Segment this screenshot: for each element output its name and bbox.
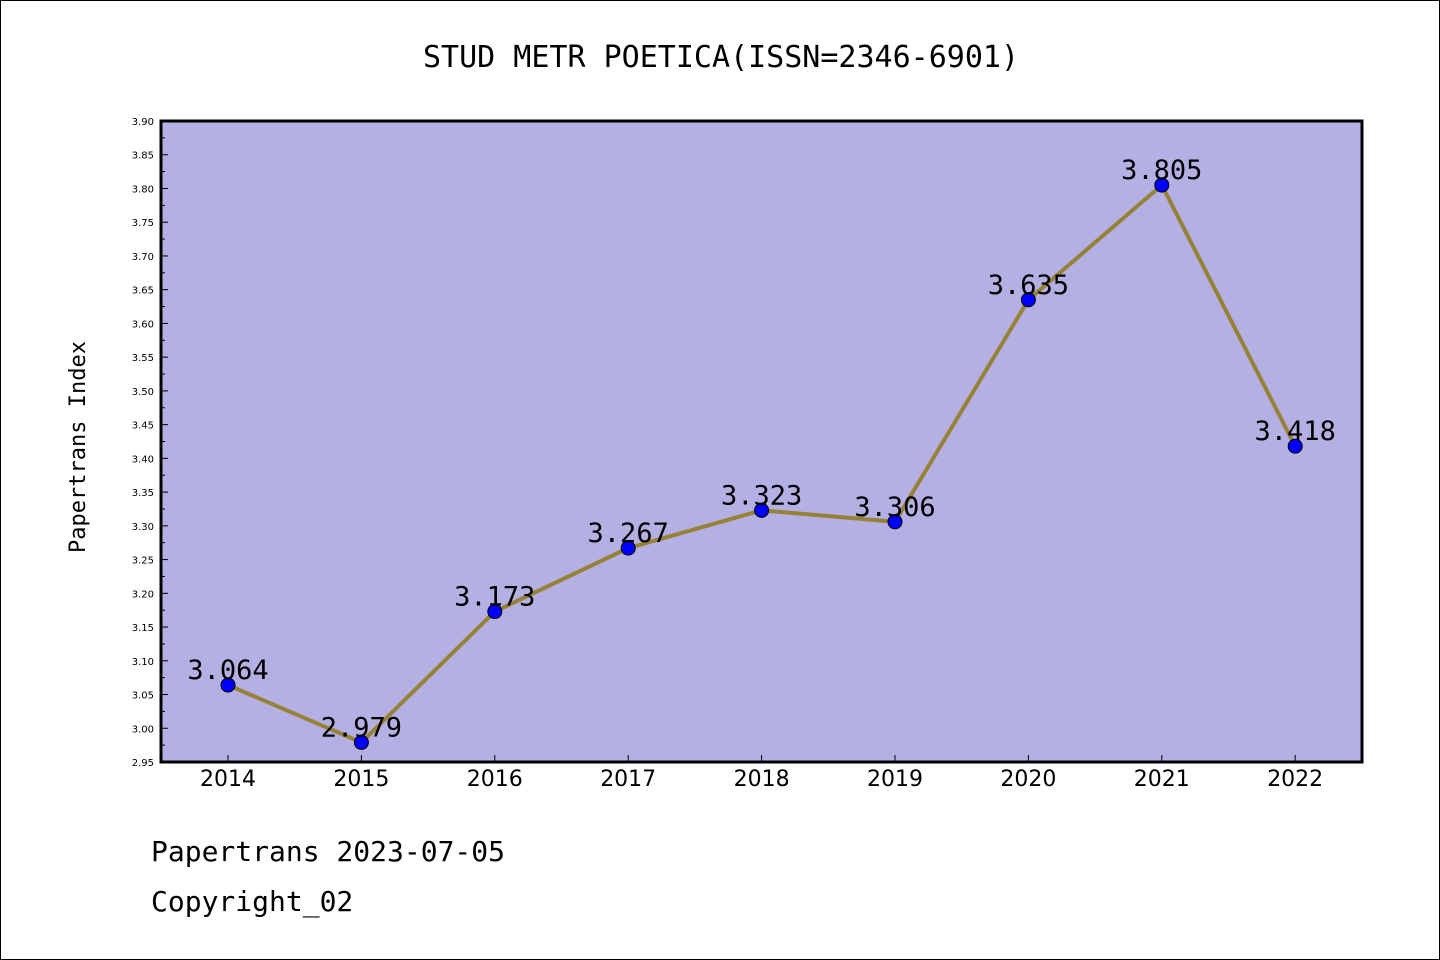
data-point [620, 540, 636, 556]
y-tick-label: 3.50 [132, 387, 154, 398]
y-tick-label: 3.70 [132, 252, 154, 263]
data-label: 3.418 [1255, 416, 1336, 447]
y-tick-label: 3.45 [132, 421, 154, 432]
y-tick-label: 3.20 [132, 589, 154, 600]
data-point [487, 604, 503, 620]
y-tick-label: 3.75 [132, 218, 154, 229]
data-label: 3.306 [854, 492, 935, 523]
x-tick-label: 2018 [734, 767, 790, 792]
data-point [220, 677, 236, 693]
data-label: 3.323 [721, 480, 802, 511]
chart-title: STUD METR POETICA(ISSN=2346-6901) [423, 40, 1019, 75]
series-group: 3.064 2.979 3.173 3.267 3.323 3.306 3.635 3.805… [187, 155, 1336, 750]
data-point [1154, 177, 1170, 193]
data-point [1020, 292, 1036, 308]
data-label: 3.173 [454, 582, 535, 613]
data-label: 3.805 [1121, 155, 1202, 186]
data-label: 3.267 [588, 518, 669, 549]
x-tick-label: 2017 [600, 767, 656, 792]
footer-date: Papertrans 2023-07-05 [151, 835, 506, 868]
y-tick-label: 3.60 [132, 319, 154, 330]
x-tick-label: 2021 [1134, 767, 1190, 792]
y-tick-label: 3.65 [132, 286, 154, 297]
plot-border [159, 119, 1364, 764]
data-point [887, 514, 903, 530]
x-tick-label: 2019 [867, 767, 923, 792]
data-point [1287, 438, 1303, 454]
y-tick-label: 3.85 [132, 151, 154, 162]
data-point [754, 502, 770, 518]
y-tick-label: 3.10 [132, 657, 154, 668]
y-tick-label: 3.15 [132, 623, 154, 634]
data-point [353, 734, 369, 750]
y-axis-label: Papertrans Index [66, 341, 91, 553]
y-tick-label: 3.00 [132, 724, 154, 735]
data-label: 3.635 [988, 270, 1069, 301]
x-tick-label: 2015 [333, 767, 389, 792]
y-tick-label: 3.05 [132, 691, 154, 702]
data-label: 2.979 [321, 712, 402, 743]
y-axis: 2.95 3.00 3.05 3.10 3.15 3.20 3.25 3.30 3.35 3.40… [132, 117, 168, 769]
y-tick-label: 3.25 [132, 556, 154, 567]
x-tick-label: 2014 [200, 767, 256, 792]
plot-area [161, 121, 1362, 762]
data-label: 3.064 [187, 655, 268, 686]
footer-copyright: Copyright_02 [151, 885, 354, 918]
x-tick-label: 2022 [1267, 767, 1323, 792]
y-tick-label: 3.80 [132, 184, 154, 195]
x-tick-label: 2016 [467, 767, 523, 792]
y-tick-label: 3.35 [132, 488, 154, 499]
y-tick-label: 2.95 [132, 758, 154, 769]
x-axis: 2014 2015 2016 2017 2018 2019 2020 2021 2022 [200, 755, 1323, 792]
y-tick-label: 3.40 [132, 454, 154, 465]
y-tick-label: 3.90 [132, 117, 154, 128]
y-tick-label: 3.55 [132, 353, 154, 364]
x-tick-label: 2020 [1000, 767, 1056, 792]
y-tick-label: 3.30 [132, 522, 154, 533]
